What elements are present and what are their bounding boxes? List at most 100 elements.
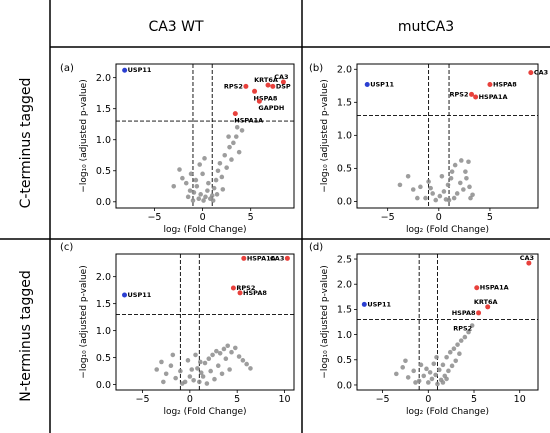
y-tick-label: 0.0 <box>96 380 111 391</box>
x-tick-label: 10 <box>278 394 290 405</box>
data-point <box>233 134 239 139</box>
highlighted-point <box>270 83 276 89</box>
data-point <box>394 371 399 377</box>
data-point <box>405 375 411 380</box>
data-point <box>212 376 217 382</box>
volcano-panel-1: (a) −5 0 5 0.0 0.5 1.0 1.5 2.0 log₂ (Fold Change)… <box>60 63 295 235</box>
data-point <box>433 197 439 203</box>
data-point <box>194 183 200 189</box>
gene-annotation: HSPA8 <box>493 80 517 88</box>
data-point <box>467 184 472 190</box>
data-point <box>461 187 466 192</box>
data-point <box>196 196 202 201</box>
data-point <box>449 169 455 174</box>
gene-annotation: CA3 <box>534 69 548 77</box>
highlighted-point <box>252 88 258 94</box>
data-point <box>197 162 203 167</box>
axes-frame <box>115 253 295 391</box>
highlighted-point <box>122 67 128 73</box>
gene-annotation: RPS2 <box>224 82 243 90</box>
data-point <box>463 169 468 174</box>
data-point <box>227 367 232 372</box>
data-point <box>163 371 169 377</box>
highlighted-point <box>232 111 238 117</box>
data-point <box>185 358 191 363</box>
data-point <box>154 367 160 372</box>
x-tick-label: 0 <box>436 212 442 223</box>
data-point <box>240 358 246 363</box>
data-point <box>464 175 469 181</box>
x-tick-label: 5 <box>471 394 477 405</box>
data-point <box>421 373 427 379</box>
data-point <box>459 158 464 163</box>
data-point <box>219 174 225 180</box>
highlighted-point <box>230 285 236 291</box>
data-point <box>448 175 454 181</box>
data-point <box>435 381 440 387</box>
y-tick-label: 2.0 <box>96 272 111 283</box>
data-point <box>183 180 189 186</box>
data-point <box>433 372 438 378</box>
highlighted-point <box>487 81 493 87</box>
gene-annotation: HSPA1A <box>234 117 263 125</box>
data-point <box>188 171 194 177</box>
data-point <box>429 376 435 382</box>
data-point <box>201 198 206 203</box>
panels-layer: (a) −5 0 5 0.0 0.5 1.0 1.5 2.0 log₂ (Fold Change)… <box>60 63 548 417</box>
y-tick-label: 0.5 <box>96 166 111 177</box>
y-tick-label: 1.0 <box>96 326 111 337</box>
highlighted-point <box>473 94 479 100</box>
data-point <box>427 370 433 375</box>
highlighted-point <box>361 301 367 307</box>
y-tick-label: 0.5 <box>337 355 352 366</box>
data-point <box>197 359 203 365</box>
gene-annotation: USP11 <box>128 291 152 299</box>
data-point <box>225 343 231 349</box>
x-axis-label: log₂ (Fold Change) <box>163 407 246 417</box>
data-point <box>200 374 206 379</box>
data-point <box>232 345 238 351</box>
data-point <box>200 171 205 177</box>
data-point <box>444 354 449 360</box>
data-point <box>214 192 220 197</box>
data-point <box>466 159 471 165</box>
data-point <box>219 371 225 377</box>
data-point <box>190 198 196 203</box>
data-point <box>434 354 439 360</box>
data-point <box>426 179 431 184</box>
data-point <box>224 165 229 170</box>
highlighted-point <box>256 98 262 104</box>
data-point <box>405 173 411 179</box>
data-point <box>445 182 451 188</box>
panel-label: (a) <box>60 63 74 74</box>
data-point <box>168 363 174 369</box>
data-point <box>424 366 429 372</box>
data-point <box>180 175 185 181</box>
data-point <box>215 363 221 369</box>
data-point <box>179 381 185 386</box>
data-point <box>202 360 208 366</box>
data-point <box>178 368 183 374</box>
data-point <box>161 379 166 385</box>
highlighted-point <box>241 255 247 261</box>
gene-annotation: HSPA1A <box>480 284 509 292</box>
data-point <box>469 323 475 328</box>
data-point <box>195 366 200 371</box>
data-point <box>206 356 212 361</box>
y-tick-label: 0.0 <box>96 197 111 208</box>
panel-label: (b) <box>309 63 323 74</box>
data-point <box>413 380 418 385</box>
gene-annotation: CA3 <box>520 254 534 262</box>
gene-annotation: KRT6A <box>474 298 498 306</box>
volcano-panel-4: (d) −5 0 5 10 0.0 0.5 1.0 1.5 2.0 2.5 log₂ (Fold Ch… <box>309 242 539 417</box>
y-tick-label: 0.5 <box>337 164 352 175</box>
data-point <box>217 161 223 166</box>
y-tick-label: 2.0 <box>96 73 111 84</box>
y-tick-label: 1.5 <box>337 305 352 316</box>
x-tick-label: 5 <box>248 212 254 223</box>
data-point <box>193 352 198 358</box>
data-point <box>189 367 195 372</box>
data-point <box>187 188 193 193</box>
data-point <box>193 177 199 183</box>
